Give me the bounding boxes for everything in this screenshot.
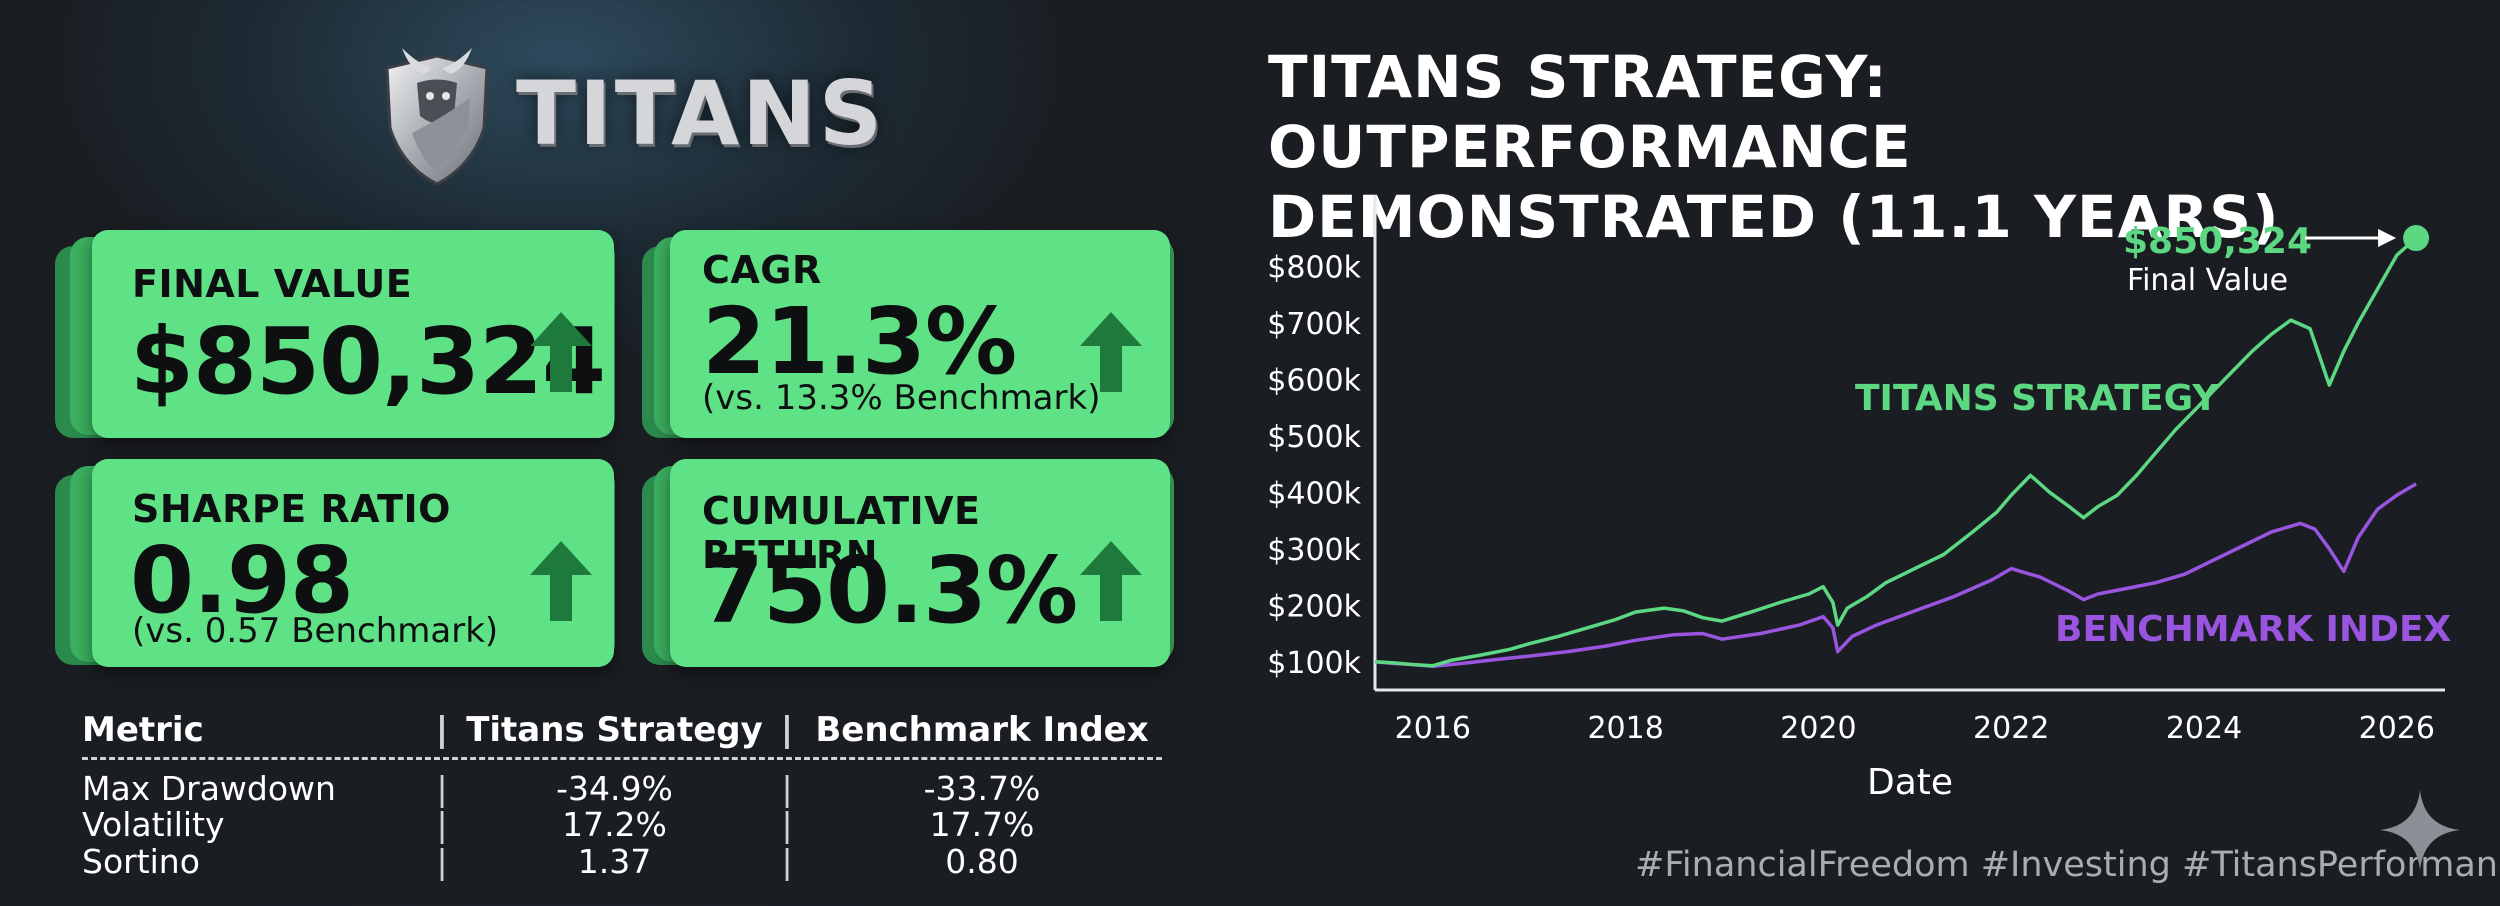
- column-separator: |: [436, 805, 448, 844]
- table-cell: 1.37: [577, 842, 652, 881]
- table-row: Sortino | 1.37 | 0.80: [82, 842, 1162, 881]
- x-tick-label: 2020: [1780, 711, 1856, 746]
- y-tick-label: $100k: [1267, 646, 1361, 681]
- cumulative-return-label: CUMULATIVE RETURN: [702, 489, 981, 577]
- x-tick-label: 2018: [1587, 711, 1663, 746]
- sharpe-benchmark-note: (vs. 0.57 Benchmark): [132, 611, 499, 651]
- arrow-up-icon: [530, 541, 592, 621]
- table-row: Volatility | 17.2% | 17.7%: [82, 805, 1162, 844]
- table-cell: -34.9%: [556, 769, 673, 808]
- column-separator: |: [781, 769, 793, 808]
- brand-logo: TITANS: [372, 38, 885, 188]
- table-cell: Max Drawdown: [82, 769, 336, 808]
- table-cell: 17.2%: [562, 805, 667, 844]
- column-separator: |: [781, 842, 793, 881]
- y-tick-label: $300k: [1267, 533, 1361, 568]
- column-separator: |: [436, 842, 448, 881]
- table-cell: 17.7%: [929, 805, 1035, 844]
- y-tick-label: $800k: [1267, 250, 1361, 285]
- table-cell: Sortino: [82, 842, 200, 881]
- column-header: Metric: [82, 710, 204, 750]
- table-cell: Volatility: [82, 805, 225, 844]
- cagr-value: 21.3%: [702, 288, 1017, 395]
- table-header: Metric | Titans Strategy | Benchmark Ind…: [82, 710, 1162, 750]
- cagr-benchmark-note: (vs. 13.3% Benchmark): [702, 378, 1101, 418]
- x-tick-label: 2026: [2359, 711, 2435, 746]
- hashtags: #FinancialFreedom #Investing #TitansPerf…: [1635, 845, 2500, 885]
- final-value-annotation-subtext: Final Value: [2127, 263, 2288, 298]
- final-value-amount: $850,324: [130, 308, 606, 415]
- y-tick-label: $600k: [1267, 363, 1361, 398]
- column-separator: |: [436, 769, 448, 808]
- column-header: Titans Strategy: [466, 710, 763, 750]
- benchmark-index-series-label: BENCHMARK INDEX: [2055, 609, 2452, 650]
- arrow-up-icon: [530, 312, 592, 392]
- table-cell: -33.7%: [923, 769, 1041, 808]
- x-tick-label: 2016: [1395, 711, 1471, 746]
- annotation-arrow-head: [2378, 229, 2397, 248]
- sharpe-ratio-value: 0.98: [130, 527, 354, 634]
- table-divider: [82, 757, 1162, 760]
- final-value-label: FINAL VALUE: [132, 262, 413, 306]
- y-tick-label: $700k: [1267, 307, 1361, 342]
- column-separator: |: [435, 710, 449, 750]
- x-tick-label: 2024: [2166, 711, 2242, 746]
- y-tick-label: $400k: [1267, 476, 1361, 511]
- x-tick-label: 2022: [1973, 711, 2049, 746]
- column-header: Benchmark Index: [815, 710, 1149, 750]
- bull-shield-icon: [385, 48, 489, 186]
- sharpe-ratio-label: SHARPE RATIO: [132, 487, 451, 531]
- arrow-up-icon: [1080, 312, 1142, 392]
- arrow-up-icon: [1080, 541, 1142, 621]
- benchmark-index-line: [1374, 482, 2417, 669]
- cagr-label: CAGR: [702, 248, 822, 292]
- x-axis-label: Date: [1867, 762, 1953, 803]
- y-tick-label: $500k: [1267, 420, 1361, 455]
- chart-title: TITANS STRATEGY: OUTPERFORMANCE DEMONSTR…: [1268, 43, 2280, 251]
- sparkle-icon: [2380, 790, 2460, 870]
- table-cell: 0.80: [945, 842, 1019, 881]
- y-tick-label: $200k: [1267, 589, 1361, 624]
- titans-strategy-line: [1374, 236, 2418, 668]
- column-separator: |: [781, 805, 793, 844]
- final-value-point: [2403, 225, 2430, 252]
- final-value-annotation: $850,324: [2123, 221, 2312, 262]
- brand-name: TITANS: [516, 61, 886, 165]
- table-row: Max Drawdown | -34.9% | -33.7%: [82, 769, 1162, 808]
- cumulative-return-value: 750.3%: [700, 537, 1078, 644]
- column-separator: |: [780, 710, 794, 750]
- titans-strategy-series-label: TITANS STRATEGY: [1855, 378, 2219, 419]
